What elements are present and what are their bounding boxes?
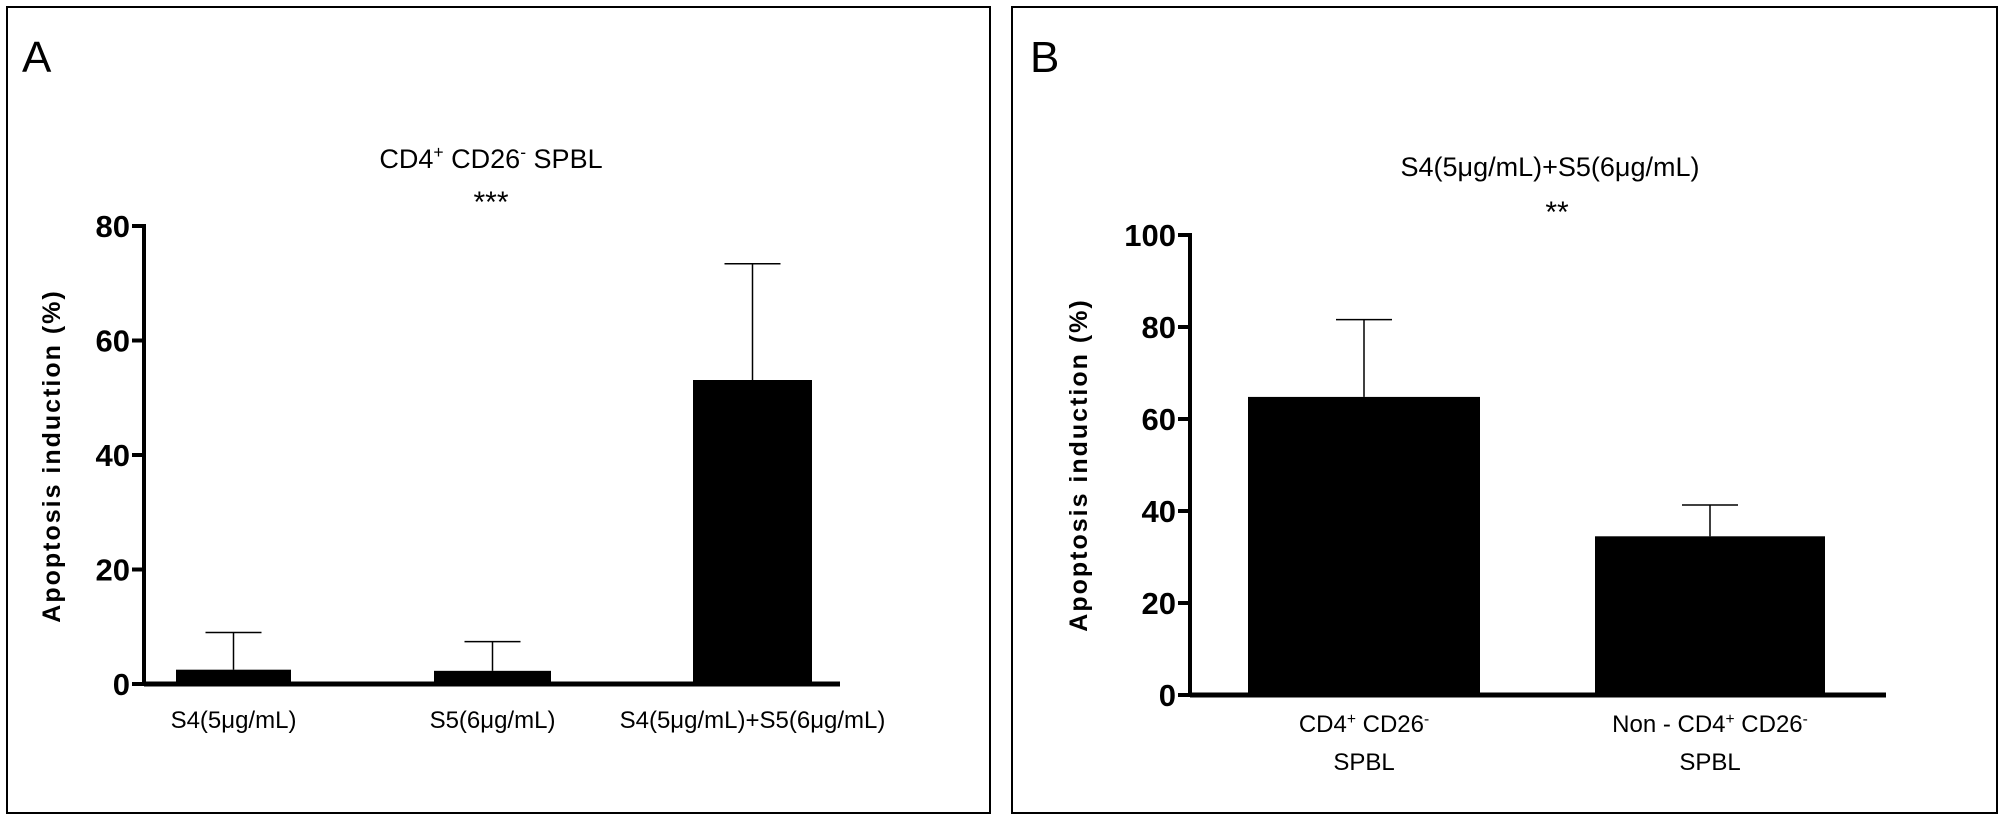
- text-segment: SPBL: [1679, 749, 1740, 776]
- text-segment: SPBL: [526, 144, 603, 174]
- panel-letter: B: [1030, 33, 1059, 82]
- y-axis-label: Apoptosis induction (%): [38, 289, 66, 622]
- significance-marker: ***: [473, 186, 508, 219]
- text-segment: S4(5μg/mL): [171, 707, 297, 734]
- text-segment: S4(5μg/mL)+S5(6μg/mL): [620, 707, 886, 734]
- y-tick-label: 20: [96, 553, 130, 588]
- x-tick-label: Non - CD4+ CD26-: [1612, 711, 1808, 739]
- y-tick-label: 0: [1159, 678, 1176, 713]
- superscript: -: [1424, 711, 1429, 728]
- y-axis-label: Apoptosis induction (%): [1065, 298, 1093, 631]
- panel-border: [6, 6, 991, 814]
- text-segment: S4(5μg/mL)+S5(6μg/mL): [1401, 152, 1700, 182]
- superscript: -: [520, 142, 526, 162]
- text-segment: CD26: [444, 144, 521, 174]
- y-tick-label: 60: [96, 324, 130, 359]
- panel-b: B S4(5μg/mL)+S5(6μg/mL) 0 20 40 60 80 100 Apopto…: [1011, 6, 1998, 814]
- superscript: +: [1347, 711, 1356, 728]
- y-tick-label: 80: [1142, 310, 1176, 345]
- superscript: -: [1803, 711, 1808, 728]
- chart-title: S4(5μg/mL)+S5(6μg/mL): [1401, 152, 1700, 182]
- text-segment: Non - CD4: [1612, 711, 1725, 738]
- y-tick-label: 60: [1142, 402, 1176, 437]
- y-tick-label: 40: [1142, 494, 1176, 529]
- bar: [1595, 536, 1825, 695]
- text-segment: CD4: [1299, 711, 1347, 738]
- y-tick-label: 40: [96, 438, 130, 473]
- panel-letter: A: [22, 33, 52, 82]
- text-segment: CD26: [1735, 711, 1803, 738]
- superscript: +: [1726, 711, 1735, 728]
- panel-a: A CD4+ CD26- SPBL 0 20 40 60 80 Apoptosis induc…: [6, 6, 991, 814]
- y-tick-label: 0: [113, 667, 130, 702]
- bar: [1248, 396, 1480, 695]
- y-tick-label: 20: [1142, 586, 1176, 621]
- text-segment: CD26: [1356, 711, 1424, 738]
- bar: [176, 669, 291, 684]
- x-tick-label: CD4+ CD26-: [1299, 711, 1429, 739]
- y-tick-label: 80: [96, 209, 130, 244]
- x-tick-label: S4(5μg/mL)+S5(6μg/mL): [620, 707, 886, 734]
- chart-title: CD4+ CD26- SPBL: [379, 142, 602, 174]
- x-tick-label: S4(5μg/mL): [171, 707, 297, 734]
- x-tick-label: S5(6μg/mL): [430, 707, 556, 734]
- text-segment: SPBL: [1333, 749, 1394, 776]
- text-segment: CD4: [379, 144, 433, 174]
- text-segment: S5(6μg/mL): [430, 707, 556, 734]
- significance-marker: **: [1545, 196, 1569, 229]
- y-tick-label: 100: [1124, 218, 1176, 253]
- bar: [693, 380, 812, 684]
- x-tick-label: SPBL: [1333, 749, 1394, 776]
- superscript: +: [433, 142, 443, 162]
- bar: [434, 670, 551, 684]
- x-tick-label: SPBL: [1679, 749, 1740, 776]
- panel-border: [1011, 6, 1998, 814]
